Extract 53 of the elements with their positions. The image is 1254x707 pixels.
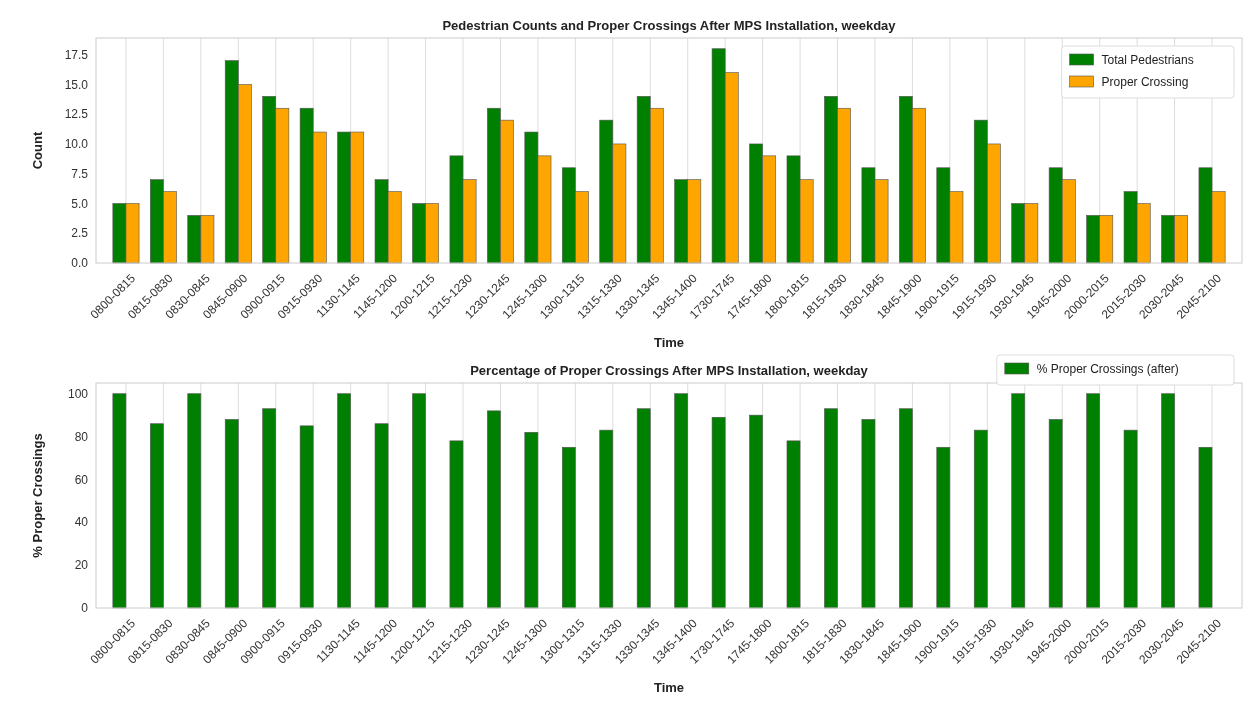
y-tick-label: 10.0: [64, 137, 89, 152]
bar: [1086, 393, 1100, 609]
bar: [112, 393, 127, 609]
bar: [150, 423, 164, 609]
y-tick-label: 0: [81, 601, 89, 616]
x-axis-title: Time: [653, 335, 685, 350]
y-tick-label: 5.0: [71, 196, 89, 211]
bar: [337, 393, 351, 609]
chart-title: Percentage of Proper Crossings After MPS Installation, weekday: [470, 363, 869, 378]
bar: [487, 410, 501, 609]
x-axis-title: Time: [653, 680, 685, 695]
bar: [1123, 429, 1138, 609]
y-tick-label: 100: [67, 386, 89, 401]
bar: [187, 393, 202, 609]
y-tick-label: 60: [74, 472, 89, 487]
bar: [1198, 446, 1213, 609]
bar: [636, 408, 651, 609]
bar: [899, 408, 913, 609]
chart-title: Pedestrian Counts and Proper Crossings After MPS Installation, weekday: [442, 18, 897, 33]
bar: [674, 393, 689, 609]
y-tick-label: 20: [74, 558, 89, 573]
y-axis-title: % Proper Crossings: [30, 433, 45, 558]
bar: [412, 393, 426, 609]
bar: [936, 446, 951, 609]
bar: [299, 425, 314, 609]
y-tick-label: 40: [74, 515, 89, 530]
y-tick-label: 2.5: [71, 226, 89, 241]
y-tick-label: 12.5: [64, 107, 89, 122]
legend-label: Total Pedestrians: [1101, 53, 1194, 68]
bar: [824, 408, 838, 609]
bar: [1161, 393, 1175, 609]
bar: [1011, 393, 1026, 609]
bar: [561, 446, 576, 609]
bar: [786, 440, 801, 609]
bar: [861, 419, 876, 609]
bar: [749, 414, 763, 609]
bar: [973, 429, 988, 609]
y-tick-label: 17.5: [64, 47, 89, 62]
bar: [374, 423, 389, 609]
legend-label: % Proper Crossings (after): [1036, 362, 1179, 377]
y-tick-label: 0.0: [71, 256, 89, 271]
bar: [711, 416, 726, 609]
y-tick-label: 80: [74, 429, 89, 444]
bar: [262, 408, 277, 609]
y-tick-label: 7.5: [71, 166, 89, 181]
y-tick-label: 15.0: [64, 77, 89, 92]
bar: [599, 429, 614, 609]
bar: [224, 419, 239, 609]
legend-label: Proper Crossing: [1101, 75, 1189, 90]
bar: [524, 431, 539, 609]
y-axis-title: Count: [30, 131, 45, 170]
bar: [449, 440, 464, 609]
bar: [1048, 419, 1063, 609]
